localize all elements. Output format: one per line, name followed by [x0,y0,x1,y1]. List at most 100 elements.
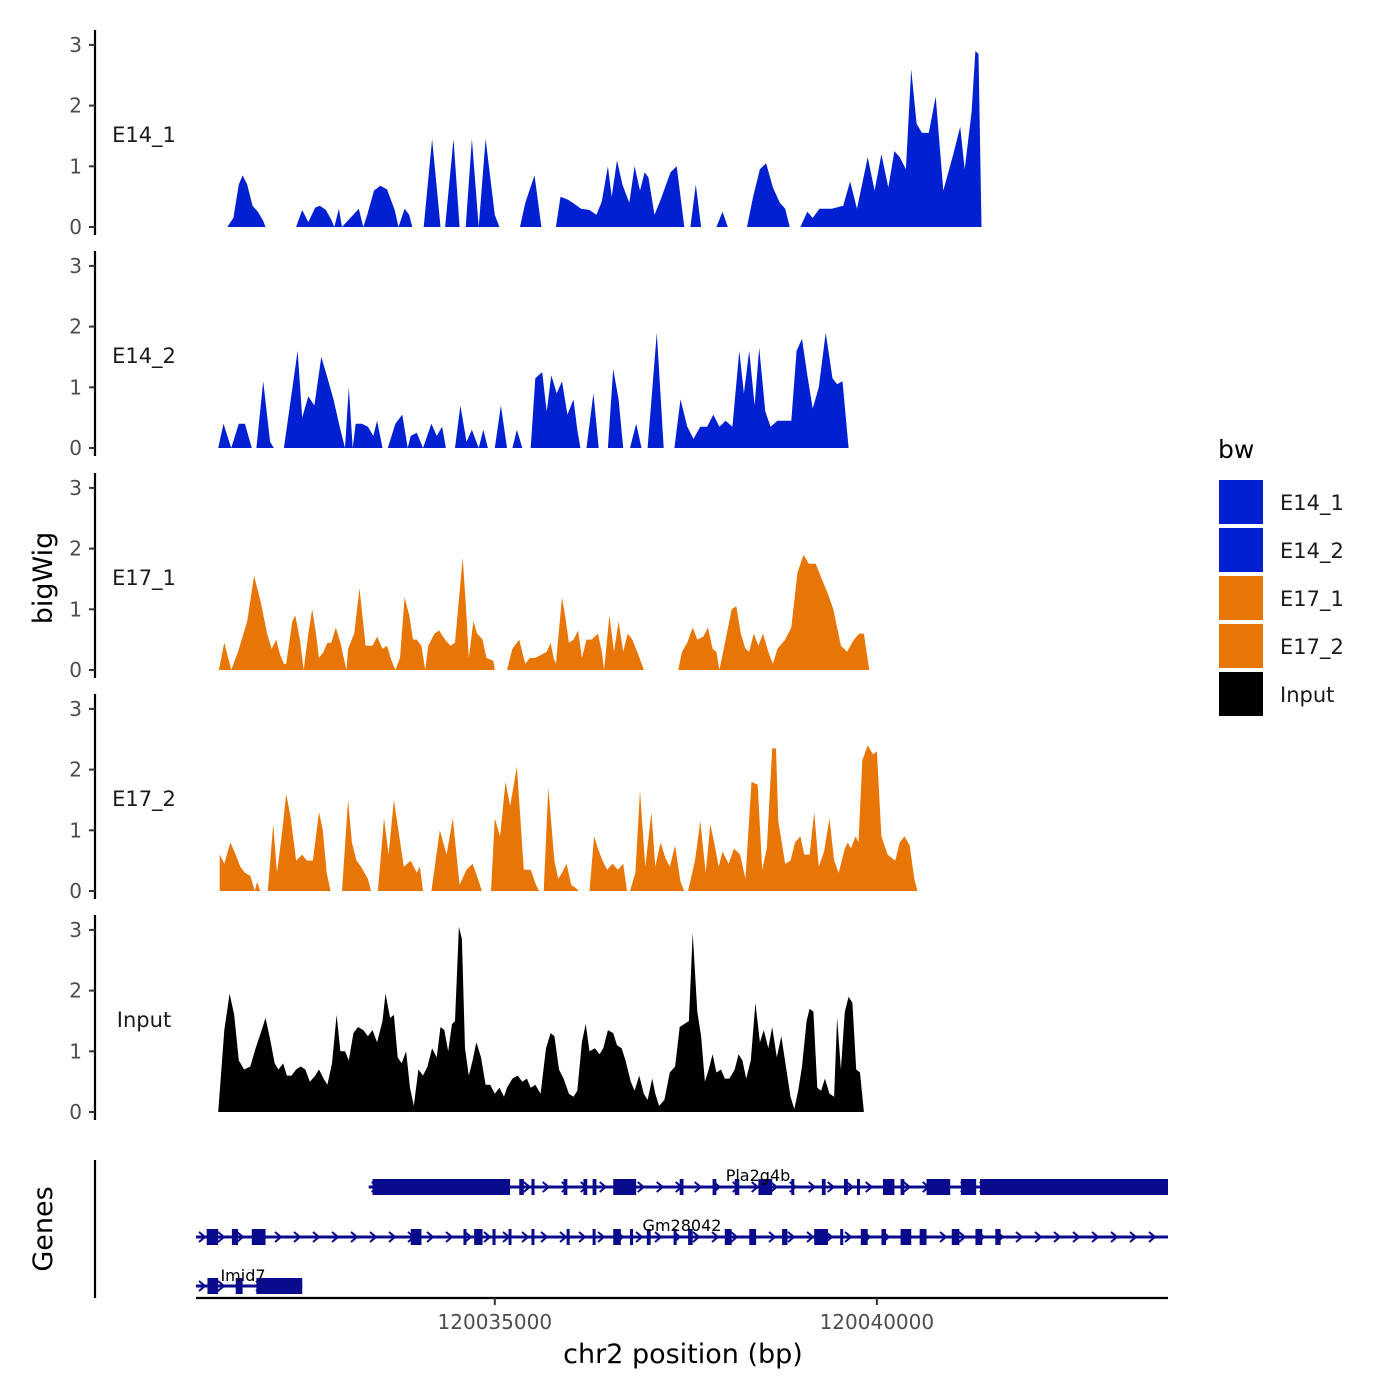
strand-arrow [599,1181,608,1193]
gene-track: Pla2g4b Gm28042 Imid7 [93,1160,1168,1298]
strand-arrow [635,1231,644,1243]
track-e14-2: 0 1 2 3 E14_2 [69,251,849,460]
strand-arrow [806,1231,815,1243]
gene-exon [206,1229,219,1245]
strand-arrow [844,1231,853,1243]
strand-arrow [331,1231,340,1243]
strand-arrow [523,1181,532,1193]
legend: bw E14_1 E14_2 E17_1 E17_2 Input [1218,435,1344,716]
y-tick-label: 0 [69,1100,82,1124]
gene-exon [960,1179,977,1195]
y-tick-label: 0 [69,215,82,239]
y-tick-label: 2 [69,979,82,1003]
gene-exon [791,1179,795,1195]
track-label: Input [117,1008,171,1032]
legend-item: E17_2 [1219,624,1344,668]
y-tick-label: 1 [69,597,82,621]
track-label: E14_1 [112,123,176,148]
strand-arrow [808,1181,817,1193]
gene-exon [679,1179,684,1195]
strand-arrow [426,1231,435,1243]
y-tick-label: 3 [69,254,82,278]
y-tick-label: 3 [69,476,82,500]
y-tick-label: 0 [69,658,82,682]
gene-exon [235,1278,243,1294]
gene-exon [749,1229,757,1245]
strand-arrow [542,1181,551,1193]
gene-exon [712,1179,717,1195]
gene-exon [566,1229,570,1245]
y-tick-label: 0 [69,879,82,903]
strand-arrow [1148,1231,1157,1243]
gene-exon [410,1229,422,1245]
legend-label: E17_1 [1280,587,1344,612]
gene-label: Pla2g4b [726,1166,791,1185]
gene-exon [724,1229,732,1245]
strand-arrow [730,1231,739,1243]
track-e14-1: 0 1 2 3 E14_1 [69,30,982,239]
legend-swatch [1219,624,1263,668]
strand-arrow [787,1231,796,1243]
gene-exon [231,1229,239,1245]
gene-exon [995,1229,1001,1245]
legend-label: E17_2 [1280,635,1344,660]
strand-arrow [217,1231,226,1243]
y-tick-label: 1 [69,375,82,399]
strand-arrow [694,1181,703,1193]
gene-exon [900,1179,905,1195]
legend-item: E14_2 [1219,528,1344,572]
gene-exon [630,1229,634,1245]
y-tick-label: 2 [69,537,82,561]
strand-arrow [540,1231,549,1243]
signal-area-e14-2 [218,332,849,448]
x-tick-label: 120035000 [438,1310,553,1334]
strand-arrow [597,1231,606,1243]
legend-item: Input [1219,672,1334,716]
gene-exon [881,1229,887,1245]
gene-exon [975,1229,983,1245]
gene-exon [673,1229,677,1245]
track-label: E17_2 [112,787,176,812]
strand-arrow [274,1231,283,1243]
gene-exon [256,1278,303,1294]
genes-axis-title: Genes [28,1186,59,1271]
strand-arrow [464,1231,473,1243]
gene-exon [583,1179,588,1195]
gene-exon [919,1229,927,1245]
y-tick-label: 2 [69,94,82,118]
gene-exon [688,1229,693,1245]
gene-label: Imid7 [220,1266,265,1285]
gene-exon [592,1179,597,1195]
y-tick-label: 3 [69,697,82,721]
gene-exon [814,1229,828,1245]
gene-exon [531,1179,535,1195]
strand-arrow [939,1231,948,1243]
y-tick-label: 1 [69,154,82,178]
gene-exon [860,1229,868,1245]
strand-arrow [637,1181,646,1193]
legend-swatch [1219,480,1263,524]
track-e17-1: 0 1 2 3 E17_1 [69,473,870,682]
gene-pla2g4b: Pla2g4b [368,1166,1168,1195]
strand-arrow [312,1231,321,1243]
gene-gm28042: Gm28042 [196,1216,1168,1245]
x-axis: 120035000 120040000 [196,1296,1168,1334]
strand-arrow [483,1231,492,1243]
strand-arrow [388,1231,397,1243]
strand-arrow [198,1231,207,1243]
legend-swatch [1219,672,1263,716]
strand-arrow [1053,1231,1062,1243]
legend-label: E14_1 [1280,491,1344,516]
strand-arrow [846,1181,855,1193]
gene-exon [519,1179,524,1195]
gene-exon [372,1179,511,1195]
gene-exon [821,1179,826,1195]
track-e17-2: 0 1 2 3 E17_2 [69,694,918,903]
gene-exon [531,1229,535,1245]
strand-arrow [711,1231,720,1243]
strand-arrow [521,1231,530,1243]
gene-exon [508,1229,512,1245]
y-axis-title: bigWig [28,532,59,625]
gene-exon [900,1229,912,1245]
strand-arrow [958,1231,967,1243]
